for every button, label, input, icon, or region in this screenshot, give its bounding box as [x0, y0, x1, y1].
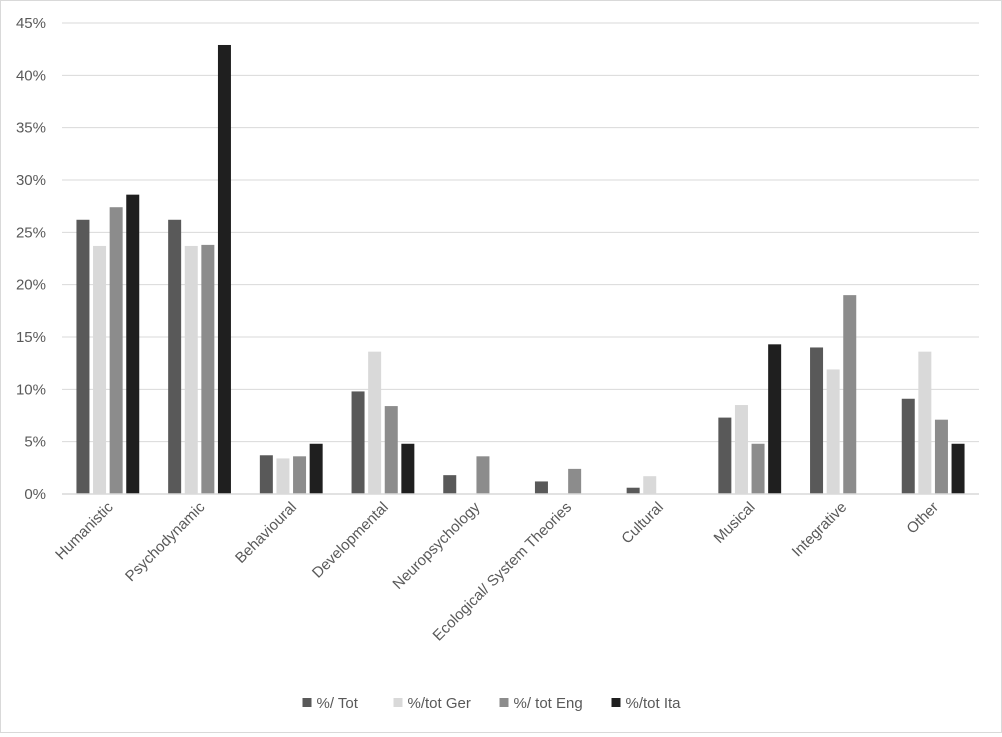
- bar-behavioural-tot: [259, 455, 273, 494]
- bar-ecological-system-theories-tot-eng: [568, 468, 582, 494]
- bar-other-tot-eng: [934, 419, 948, 494]
- bar-group-psychodynamic: [168, 44, 231, 495]
- legend-item-tot-eng: %/ tot Eng: [499, 695, 583, 712]
- bar-group-other: [901, 351, 965, 494]
- y-tick-label: 30%: [16, 172, 46, 189]
- y-tick-label: 20%: [16, 277, 46, 294]
- bar-group-behavioural: [259, 443, 323, 494]
- y-tick-label: 40%: [16, 67, 46, 84]
- bar-ecological-system-theories-tot: [534, 481, 548, 494]
- bar-other-tot-ger: [918, 351, 932, 494]
- legend-label: %/tot Ita: [626, 695, 682, 712]
- x-category-label: Musical: [711, 499, 759, 547]
- bar-behavioural-tot-eng: [293, 456, 307, 494]
- x-category-label: Developmental: [309, 499, 392, 582]
- x-category-label: Neuropsychology: [389, 498, 483, 592]
- bar-cultural-tot: [626, 487, 640, 494]
- x-category-label: Humanistic: [52, 498, 117, 563]
- bar-psychodynamic-tot: [168, 219, 182, 495]
- y-tick-label: 35%: [16, 120, 46, 137]
- bar-musical-tot-eng: [751, 443, 765, 494]
- legend-swatch: [499, 698, 509, 707]
- bar-group-ecological-system-theories: [534, 468, 582, 494]
- x-axis-category-labels: Humanistic Psychodynamic Behavioural Develo…: [52, 498, 942, 644]
- bar-psychodynamic-tot-ger: [184, 245, 198, 494]
- bar-musical-tot-ita: [768, 344, 782, 494]
- y-tick-label: 25%: [16, 224, 46, 241]
- bar-developmental-tot: [351, 391, 365, 494]
- bar-humanistic-tot: [76, 219, 90, 495]
- bar-musical-tot: [718, 417, 732, 494]
- bar-integrative-tot: [810, 347, 824, 494]
- x-category-label: Psychodynamic: [122, 498, 209, 585]
- x-category-label: Behavioural: [232, 499, 300, 567]
- bar-developmental-tot-ger: [368, 351, 382, 494]
- y-tick-label: 15%: [16, 329, 46, 346]
- legend-label: %/ tot Eng: [514, 695, 583, 712]
- bar-neuropsychology-tot-eng: [476, 456, 490, 494]
- gridlines: [62, 22, 979, 443]
- legend: %/ Tot %/tot Ger %/ tot Eng %/tot Ita: [302, 695, 682, 712]
- x-category-label: Other: [903, 499, 942, 538]
- bar-psychodynamic-tot-eng: [201, 244, 215, 494]
- bar-other-tot-ita: [951, 443, 965, 494]
- bar-behavioural-tot-ita: [309, 443, 323, 494]
- y-tick-label: 5%: [24, 434, 46, 451]
- bar-group-neuropsychology: [443, 456, 490, 494]
- legend-swatch: [302, 698, 312, 707]
- bar-developmental-tot-ita: [401, 443, 415, 494]
- bar-group-musical: [718, 344, 782, 494]
- bar-neuropsychology-tot: [443, 475, 457, 494]
- legend-item-tot-ita: %/tot Ita: [611, 695, 682, 712]
- legend-label: %/ Tot: [317, 695, 359, 712]
- legend-item-tot-ger: %/tot Ger: [393, 695, 471, 712]
- bar-other-tot: [901, 398, 915, 494]
- x-category-label: Integrative: [789, 499, 851, 561]
- bar-behavioural-tot-ger: [276, 458, 290, 494]
- bar-group-developmental: [351, 351, 415, 494]
- x-category-label: Cultural: [618, 499, 667, 548]
- bar-humanistic-tot-eng: [109, 207, 123, 495]
- bar-humanistic-tot-ger: [93, 245, 107, 494]
- bar-humanistic-tot-ita: [126, 194, 140, 495]
- bar-group-humanistic: [76, 194, 140, 495]
- bar-integrative-tot-eng: [843, 295, 857, 494]
- bar-cultural-tot-ger: [643, 476, 657, 494]
- y-tick-label: 0%: [24, 486, 46, 503]
- legend-label: %/tot Ger: [408, 695, 471, 712]
- legend-item-tot: %/ Tot: [302, 695, 359, 712]
- y-tick-label: 10%: [16, 381, 46, 398]
- bar-group-integrative: [810, 295, 857, 494]
- bar-integrative-tot-ger: [826, 369, 840, 494]
- y-axis-tick-labels: 0% 5% 10% 15% 20% 25% 30% 35% 40% 45%: [16, 15, 46, 503]
- y-tick-label: 45%: [16, 15, 46, 32]
- bar-psychodynamic-tot-ita: [217, 44, 231, 494]
- bar-musical-tot-ger: [734, 405, 748, 494]
- bar-group-cultural: [626, 476, 657, 494]
- bar-developmental-tot-eng: [384, 406, 398, 494]
- bar-groups: [76, 44, 965, 495]
- legend-swatch: [393, 698, 403, 707]
- legend-swatch: [611, 698, 621, 707]
